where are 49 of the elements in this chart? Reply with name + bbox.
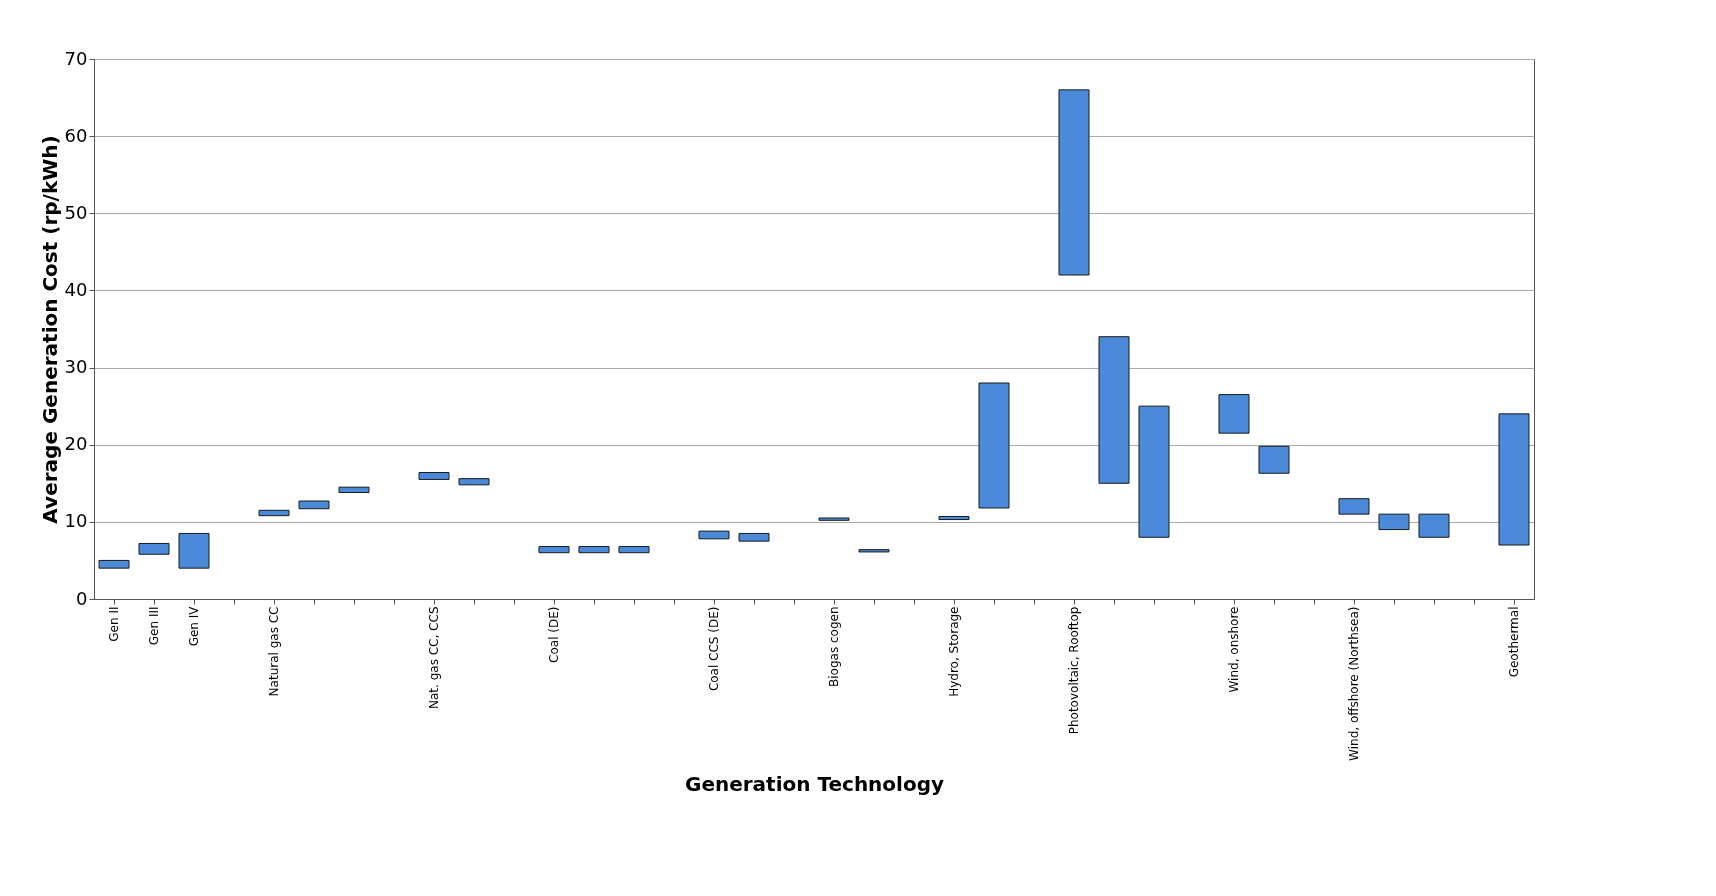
x-tick-label: Coal CCS (DE) [707,606,721,692]
x-tick-label: Coal (DE) [547,606,561,663]
x-tick-label: Photovoltaic, Rooftop [1067,606,1081,735]
bar [858,549,890,553]
bar [1218,394,1250,434]
bar [258,509,290,517]
bar [178,532,210,569]
x-tick-label: Nat. gas CC, CCS [427,606,441,709]
bar [738,532,770,542]
x-tick-label: Gen IV [187,605,201,647]
bar [538,546,570,554]
bar [1098,336,1130,484]
x-tick-label: Geothermal [1507,606,1521,678]
bar [138,542,170,555]
bar [98,559,130,569]
x-tick-label: Natural gas CC [267,606,281,697]
bar [938,515,970,521]
y-tick-label: 70 [64,47,88,69]
bar [1498,413,1530,546]
bar [618,546,650,554]
bar [1258,445,1290,474]
bar [978,382,1010,509]
y-axis-title: Average Generation Cost (rp/kWh) [37,135,62,524]
x-axis-title: Generation Technology [684,771,945,796]
y-tick-label: 40 [64,278,88,300]
bar [1138,405,1170,538]
x-tick-label: Biogas cogen [827,606,841,687]
bar [578,546,610,554]
bar [1058,89,1090,276]
bar [818,517,850,521]
y-tick-label: 10 [64,510,88,532]
bar [298,500,330,510]
bar [698,530,730,540]
y-tick-label: 50 [64,201,88,223]
bar [418,471,450,480]
y-tick-label: 60 [64,124,88,146]
y-tick-label: 0 [76,587,88,609]
x-tick-label: Wind, offshore (Northsea) [1347,606,1361,761]
y-tick-label: 30 [64,356,88,378]
bar [458,478,490,486]
bar [1418,513,1450,538]
x-tick-label: Gen III [147,606,161,646]
bar [1378,513,1410,531]
x-tick-label: Wind, onshore [1227,606,1241,693]
bar [1338,498,1370,515]
x-tick-label: Gen II [107,606,121,642]
x-tick-label: Hydro, Storage [947,606,961,697]
y-tick-label: 20 [64,433,88,455]
bar [338,486,370,494]
